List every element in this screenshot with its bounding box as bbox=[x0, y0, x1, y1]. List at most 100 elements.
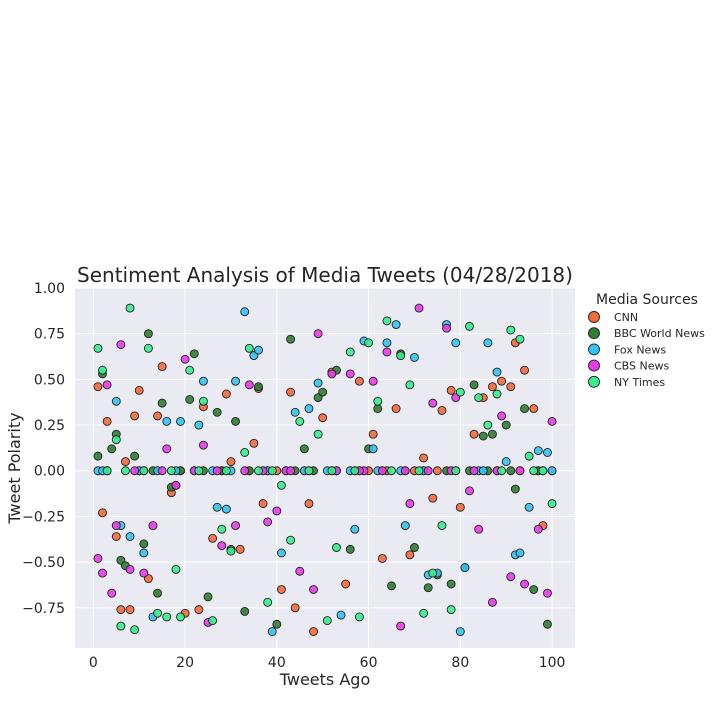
data-point bbox=[212, 502, 222, 512]
data-point bbox=[263, 597, 273, 607]
data-point bbox=[130, 451, 140, 461]
data-point bbox=[455, 502, 465, 512]
data-point bbox=[157, 398, 167, 408]
legend-marker bbox=[588, 311, 600, 323]
data-point bbox=[111, 521, 121, 531]
data-point bbox=[520, 404, 529, 414]
data-point bbox=[198, 396, 208, 406]
data-point bbox=[446, 579, 456, 589]
data-point bbox=[125, 605, 135, 615]
data-point bbox=[157, 362, 167, 372]
data-point bbox=[171, 564, 181, 574]
data-point bbox=[304, 466, 314, 476]
data-point bbox=[231, 416, 241, 426]
data-point bbox=[254, 466, 263, 476]
data-point bbox=[171, 480, 181, 490]
data-point bbox=[423, 583, 433, 593]
data-point bbox=[194, 420, 204, 430]
data-point bbox=[194, 466, 204, 476]
data-point bbox=[304, 499, 314, 509]
data-point bbox=[520, 579, 529, 589]
data-point bbox=[226, 546, 236, 556]
data-point bbox=[258, 499, 268, 509]
data-point bbox=[368, 376, 378, 386]
data-point bbox=[405, 499, 415, 509]
data-point bbox=[533, 524, 543, 534]
data-point bbox=[185, 365, 195, 375]
data-point bbox=[437, 405, 447, 415]
data-point bbox=[423, 466, 433, 476]
x-tick-label: 100 bbox=[539, 655, 566, 671]
data-point bbox=[249, 438, 259, 448]
data-point bbox=[116, 340, 126, 350]
data-point bbox=[217, 524, 227, 534]
data-point bbox=[345, 544, 355, 554]
data-point bbox=[506, 572, 516, 582]
legend-title: Media Sources bbox=[596, 292, 698, 308]
data-point bbox=[176, 416, 185, 426]
data-point bbox=[290, 407, 300, 417]
data-point bbox=[520, 365, 529, 375]
data-point bbox=[474, 393, 484, 403]
data-point bbox=[396, 621, 406, 631]
data-point bbox=[446, 385, 456, 395]
data-point bbox=[304, 404, 314, 414]
data-point bbox=[139, 568, 149, 578]
data-point bbox=[501, 420, 511, 430]
data-point bbox=[276, 480, 286, 490]
data-point bbox=[506, 466, 516, 476]
legend-label: Fox News bbox=[614, 343, 666, 356]
x-tick-label: 0 bbox=[89, 655, 98, 671]
y-tick-label: 0.50 bbox=[34, 372, 65, 388]
data-point bbox=[419, 453, 429, 463]
legend-marker bbox=[588, 343, 600, 356]
legend-label: CBS News bbox=[614, 360, 670, 373]
data-point bbox=[226, 457, 236, 467]
data-point bbox=[455, 387, 465, 397]
data-point bbox=[148, 521, 158, 531]
legend-label: CNN bbox=[614, 311, 638, 324]
data-point bbox=[455, 627, 465, 637]
data-point bbox=[111, 435, 121, 445]
data-point bbox=[547, 466, 557, 476]
data-point bbox=[515, 334, 525, 344]
data-point bbox=[166, 466, 176, 476]
data-point bbox=[382, 316, 392, 326]
data-point bbox=[102, 466, 112, 476]
data-point bbox=[125, 303, 135, 313]
data-point bbox=[373, 404, 383, 414]
data-point bbox=[543, 588, 552, 598]
data-point bbox=[313, 329, 323, 339]
data-point bbox=[272, 619, 282, 629]
data-point bbox=[267, 466, 277, 476]
data-point bbox=[538, 466, 548, 476]
data-point bbox=[396, 351, 406, 361]
data-point bbox=[102, 380, 112, 390]
data-point bbox=[391, 404, 401, 414]
data-point bbox=[111, 532, 121, 541]
data-point bbox=[327, 369, 337, 379]
data-point bbox=[405, 380, 415, 390]
data-point bbox=[318, 387, 328, 397]
data-point bbox=[121, 466, 130, 476]
data-point bbox=[212, 466, 222, 476]
data-point bbox=[341, 579, 351, 589]
data-point bbox=[547, 499, 557, 509]
data-point bbox=[221, 504, 231, 514]
data-point bbox=[469, 429, 479, 439]
data-point bbox=[189, 349, 199, 359]
data-point bbox=[240, 607, 250, 616]
data-point bbox=[208, 533, 218, 543]
y-tick-label: −0.25 bbox=[22, 509, 65, 525]
data-point bbox=[295, 566, 305, 576]
y-tick-label: 0.75 bbox=[34, 327, 65, 343]
data-point bbox=[309, 585, 318, 594]
data-point bbox=[240, 448, 250, 457]
data-point bbox=[318, 413, 328, 423]
data-point bbox=[469, 380, 479, 390]
data-point bbox=[414, 466, 424, 476]
data-point bbox=[157, 466, 167, 476]
x-tick-label: 60 bbox=[360, 655, 378, 671]
data-point bbox=[391, 320, 401, 329]
data-point bbox=[377, 554, 387, 563]
